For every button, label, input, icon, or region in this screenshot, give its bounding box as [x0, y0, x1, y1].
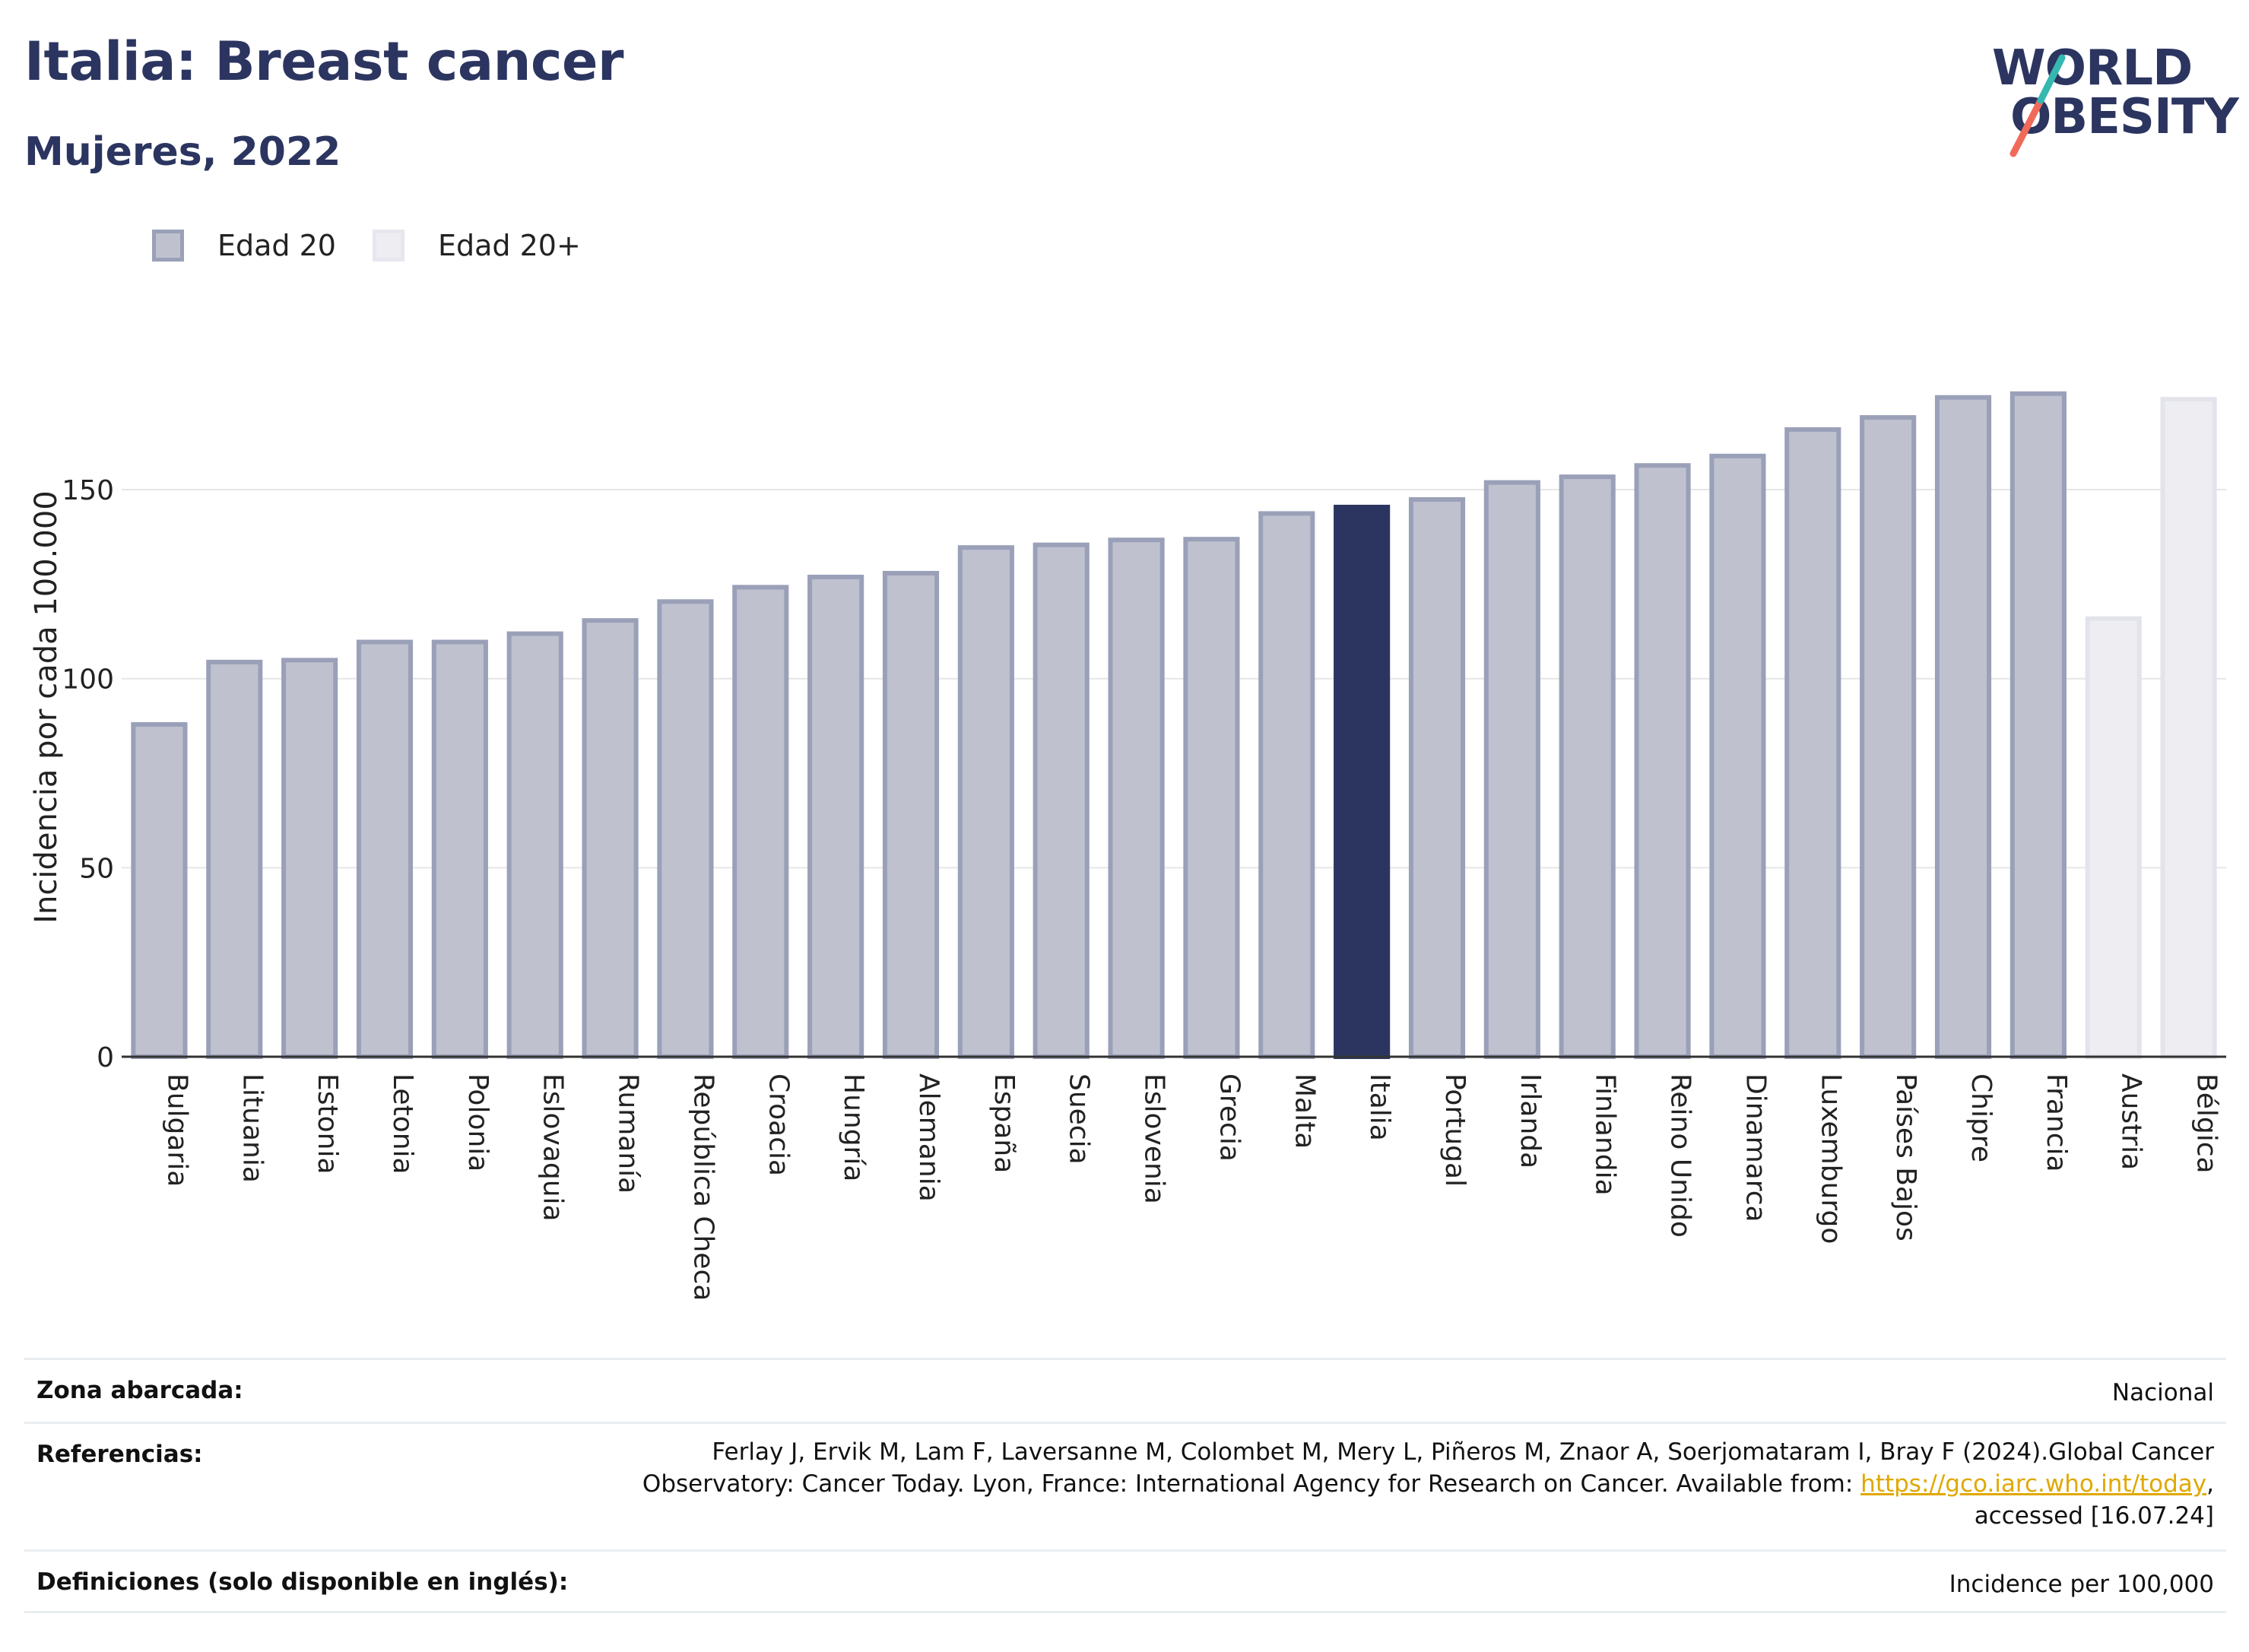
bar-alemania[interactable]: [882, 570, 940, 1059]
y-tick-label: 150: [62, 475, 114, 506]
x-tick-label: Portugal: [1439, 1073, 1470, 1187]
x-tick-label: Finlandia: [1590, 1073, 1621, 1196]
x-tick-label: Letonia: [387, 1073, 418, 1175]
footer-label: Zona abarcada:: [36, 1377, 243, 1404]
bar-croacia[interactable]: [732, 585, 789, 1059]
x-tick-label: Italia: [1364, 1073, 1395, 1141]
x-tick-label: Bélgica: [2191, 1073, 2222, 1174]
legend-label: Edad 20+: [438, 229, 581, 262]
references-line-2-text: Observatory: Cancer Today. Lyon, France:…: [642, 1470, 1861, 1498]
bar-polonia[interactable]: [431, 639, 488, 1059]
bar-grecia[interactable]: [1183, 537, 1240, 1059]
bar-irlanda[interactable]: [1483, 480, 1540, 1059]
bar-países-bajos[interactable]: [1860, 415, 1917, 1059]
x-tick-label: Rumanía: [613, 1073, 644, 1194]
logo-word-world: WORLD: [1992, 40, 2193, 97]
y-tick-label: 50: [79, 853, 114, 884]
x-tick-label: República Checa: [687, 1073, 718, 1301]
x-tick-label: Francia: [2041, 1073, 2072, 1172]
footer-label: Referencias:: [36, 1441, 203, 1468]
bar-finlandia[interactable]: [1559, 474, 1616, 1059]
legend-label: Edad 20: [217, 229, 336, 262]
x-tick-label: Grecia: [1213, 1073, 1245, 1162]
y-axis-label: Incidencia por cada 100.000: [29, 490, 64, 924]
bars: [131, 391, 2217, 1059]
x-tick-label: Países Bajos: [1890, 1073, 1921, 1241]
logo-slash-icon: [2010, 54, 2066, 157]
world-obesity-logo: WORLD OBESITY: [1977, 30, 2239, 160]
bar-luxemburgo[interactable]: [1784, 427, 1841, 1059]
x-tick-label: Hungría: [838, 1073, 869, 1181]
x-tick-label: Malta: [1289, 1073, 1320, 1149]
bar-malta[interactable]: [1258, 511, 1315, 1059]
references-link[interactable]: https://gco.iarc.who.int/today: [1860, 1470, 2207, 1498]
logo-word-obesity: OBESITY: [2010, 89, 2239, 145]
footer-value: Nacional: [2111, 1379, 2214, 1406]
bar-lituania[interactable]: [206, 659, 263, 1059]
x-tick-label: Austria: [2116, 1073, 2147, 1170]
chart-subtitle: Mujeres, 2022: [24, 129, 341, 175]
chart-footer: Zona abarcada: Nacional Referencias: Fer…: [24, 1358, 2226, 1613]
references-text: Ferlay J, Ervik M, Lam F, Laversanne M, …: [642, 1436, 2214, 1532]
bar-chart: 0 50 100 150 Bulgaria Lituania Estonia Letonia P…: [29, 391, 2226, 1301]
bar-españa[interactable]: [957, 545, 1014, 1059]
x-tick-label: Estonia: [312, 1073, 343, 1175]
bar-estonia[interactable]: [281, 658, 338, 1059]
footer-row-zona: Zona abarcada: Nacional: [24, 1358, 2226, 1422]
bar-portugal[interactable]: [1408, 497, 1466, 1059]
bar-república-checa[interactable]: [657, 599, 714, 1059]
x-tick-label: Bulgaria: [161, 1073, 192, 1187]
x-tick-label: Dinamarca: [1740, 1073, 1771, 1222]
bar-suecia[interactable]: [1033, 542, 1090, 1059]
x-tick-label: Reino Unido: [1665, 1073, 1696, 1238]
x-tick-label: Irlanda: [1515, 1073, 1546, 1168]
x-tick-label: Croacia: [763, 1073, 794, 1176]
x-tick-label: Chipre: [1965, 1073, 1997, 1162]
references-line-1: Ferlay J, Ervik M, Lam F, Laversanne M, …: [712, 1438, 2214, 1466]
y-tick-label: 100: [62, 664, 114, 696]
x-tick-label: Alemania: [913, 1073, 944, 1202]
footer-label: Definiciones (solo disponible en inglés)…: [36, 1568, 569, 1596]
footer-value: Incidence per 100,000: [1949, 1571, 2214, 1598]
x-tick-label: Polonia: [462, 1073, 493, 1172]
references-line-2: Observatory: Cancer Today. Lyon, France:…: [642, 1468, 2214, 1500]
bar-letonia[interactable]: [356, 639, 414, 1059]
bar-reino-unido[interactable]: [1634, 463, 1691, 1059]
bar-italia[interactable]: [1334, 504, 1391, 1059]
bar-eslovaquia[interactable]: [506, 631, 563, 1059]
bar-eslovenia[interactable]: [1108, 537, 1165, 1059]
bar-hungría[interactable]: [807, 574, 864, 1059]
references-line-3: accessed [16.07.24]: [1974, 1502, 2214, 1530]
chart-title: Italia: Breast cancer: [24, 30, 623, 93]
x-tick-label: España: [988, 1073, 1020, 1173]
bar-francia[interactable]: [2010, 391, 2067, 1059]
y-tick-label: 0: [97, 1042, 114, 1073]
x-tick-label: Eslovaquia: [538, 1073, 569, 1222]
x-tick-label: Luxemburgo: [1815, 1073, 1846, 1244]
x-tick-label: Suecia: [1064, 1073, 1095, 1165]
bar-chipre[interactable]: [1934, 395, 1992, 1059]
bar-bulgaria[interactable]: [131, 721, 188, 1059]
x-tick-label: Eslovenia: [1139, 1073, 1170, 1204]
bar-bélgica[interactable]: [2160, 397, 2217, 1059]
bar-austria[interactable]: [2085, 616, 2142, 1059]
legend-swatch-edad-20: [152, 230, 184, 262]
footer-row-referencias: Referencias: Ferlay J, Ervik M, Lam F, L…: [24, 1422, 2226, 1549]
axes: 0 50 100 150 Bulgaria Lituania Estonia Letonia P…: [62, 475, 2226, 1301]
legend-swatch-edad-20-plus: [373, 230, 404, 262]
bar-dinamarca[interactable]: [1709, 453, 1766, 1059]
references-link-suffix: ,: [2206, 1470, 2214, 1498]
bar-rumanía[interactable]: [582, 618, 639, 1059]
x-tick-label: Lituania: [236, 1073, 268, 1183]
footer-row-definiciones: Definiciones (solo disponible en inglés)…: [24, 1549, 2226, 1613]
